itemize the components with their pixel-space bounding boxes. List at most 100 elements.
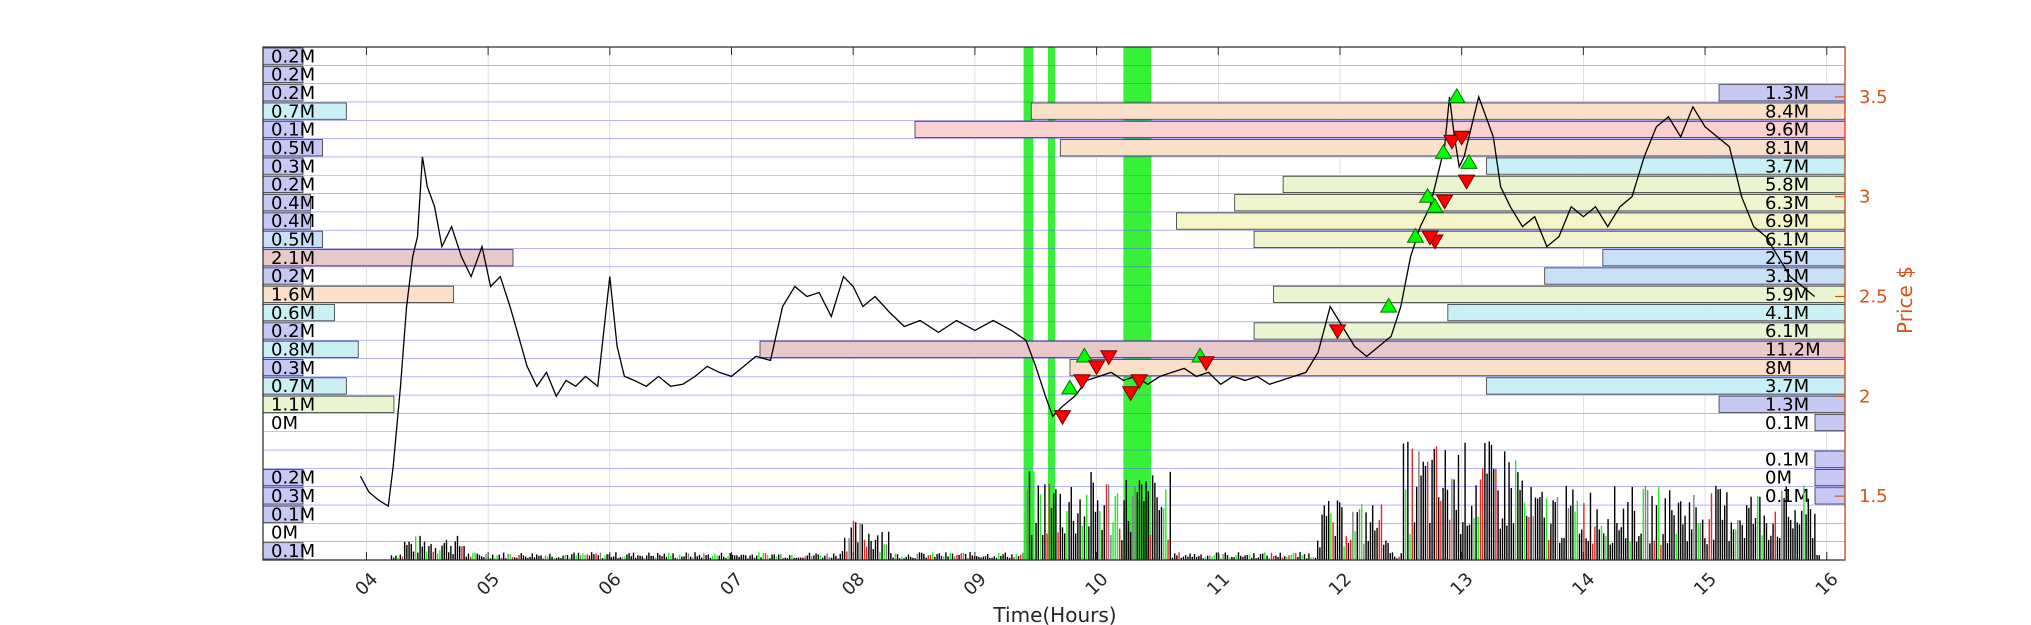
right-profile-label-22: 0.1M <box>1765 449 1809 470</box>
volume-bar <box>736 555 738 560</box>
volume-bar <box>423 541 426 560</box>
volume-bar <box>432 551 434 560</box>
volume-bar <box>634 557 637 560</box>
volume-bar <box>1151 475 1154 560</box>
volume-bar <box>601 558 604 560</box>
volume-bar <box>971 555 973 560</box>
volume-bar <box>564 554 566 560</box>
volume-bar <box>942 556 945 560</box>
volume-bar <box>428 546 430 560</box>
volume-bar <box>1253 553 1255 560</box>
buy-marker-6 <box>1447 87 1466 104</box>
volume-bar <box>1055 489 1057 560</box>
volume-bar <box>1268 557 1270 560</box>
volume-bar <box>1237 552 1240 560</box>
volume-bar <box>553 557 555 560</box>
volume-bar <box>843 537 846 560</box>
volume-bar <box>1145 481 1147 560</box>
volume-bar <box>1103 505 1105 560</box>
volume-bar <box>782 558 784 560</box>
volume-bar <box>1297 556 1299 560</box>
left-profile-label-26: 0M <box>271 523 298 544</box>
x-tick-label-5: 09 <box>960 569 991 600</box>
volume-bar <box>769 558 771 560</box>
volume-bar <box>441 545 443 560</box>
volume-bar <box>654 557 657 560</box>
volume-bar <box>1380 504 1383 560</box>
x-tick-label-1: 05 <box>473 569 504 600</box>
volume-bar <box>674 557 676 560</box>
volume-bar <box>414 536 417 560</box>
volume-bar <box>975 556 978 560</box>
right-profile-label-15: 6.1M <box>1765 321 1809 342</box>
volume-bar <box>1187 556 1189 560</box>
volume-bar <box>505 558 507 560</box>
volume-bar <box>960 553 962 560</box>
volume-bar <box>1635 541 1638 560</box>
volume-bar <box>447 552 450 560</box>
volume-bar <box>1761 535 1763 560</box>
volume-bar <box>648 552 650 560</box>
volume-bar <box>661 556 663 560</box>
volume-bar <box>1167 539 1169 560</box>
volume-bar <box>1572 489 1574 560</box>
price-series-line <box>359 94 1816 508</box>
volume-bar <box>1343 546 1345 560</box>
volume-bar <box>1121 540 1123 560</box>
volume-bar <box>1294 553 1297 560</box>
volume-bar <box>1088 526 1090 560</box>
volume-bar <box>929 554 932 560</box>
volume-bar <box>892 557 894 560</box>
volume-bar <box>1699 522 1702 560</box>
volume-bar <box>1543 517 1545 560</box>
volume-bar <box>711 555 714 560</box>
volume-bar <box>1627 502 1629 560</box>
volume-bar <box>540 555 542 560</box>
volume-bar <box>1778 538 1781 560</box>
volume-bar <box>692 557 694 560</box>
volume-bar <box>1290 554 1292 560</box>
volume-bar <box>1402 443 1405 560</box>
volume-bar <box>993 556 995 560</box>
volume-bar <box>1092 482 1094 560</box>
volume-bar <box>1495 468 1497 560</box>
buy-marker-9 <box>1426 197 1444 213</box>
volume-bar <box>1228 557 1231 560</box>
volume-bar <box>1734 529 1737 560</box>
volume-bar <box>846 551 848 560</box>
volume-bar <box>927 555 929 560</box>
volume-bar <box>1068 502 1070 560</box>
right-profile-bar-13 <box>1273 285 1846 303</box>
volume-bar <box>1481 468 1484 560</box>
sell-marker-1 <box>1073 374 1091 390</box>
volume-bar <box>850 527 852 560</box>
volume-bar <box>1002 554 1004 560</box>
volume-bar <box>1655 505 1658 560</box>
volume-bar <box>533 557 536 560</box>
volume-bar <box>678 554 681 560</box>
volume-bar <box>1803 485 1805 560</box>
volume-bar <box>964 554 967 560</box>
x-tick-label-7: 11 <box>1203 569 1234 600</box>
volume-bar <box>766 554 769 560</box>
right-profile-label-6: 3.7M <box>1765 156 1809 177</box>
volume-bar <box>1257 557 1259 560</box>
volume-bar <box>1473 518 1475 560</box>
right-profile-label-10: 6.1M <box>1765 230 1809 251</box>
volume-bar <box>980 557 982 560</box>
volume-bar <box>1314 557 1317 560</box>
volume-bar <box>969 552 971 560</box>
volume-bar <box>1660 544 1662 560</box>
volume-bar <box>555 557 558 560</box>
left-profile-label-27: 0.1M <box>271 541 315 562</box>
volume-bar <box>1312 556 1314 560</box>
volume-bar <box>406 545 408 560</box>
volume-bar <box>1052 493 1055 560</box>
left-profile-label-1: 0.2M <box>271 65 315 86</box>
right-profile-label-12: 3.1M <box>1765 266 1809 287</box>
volume-bar <box>1706 544 1708 560</box>
left-profile-label-20: 0M <box>271 413 298 434</box>
sell-marker-13 <box>1421 230 1439 246</box>
volume-bar <box>1149 534 1152 560</box>
volume-bar <box>643 558 646 560</box>
